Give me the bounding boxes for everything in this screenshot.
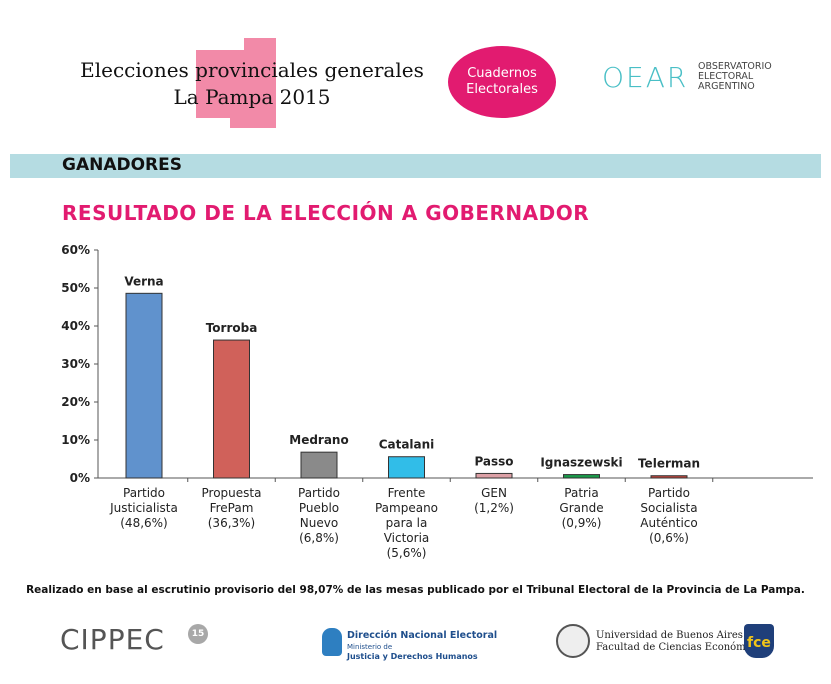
data-label: Torroba (206, 321, 258, 335)
footnote: Realizado en base al escrutinio provisor… (26, 584, 805, 596)
category-label: (0,9%) (562, 516, 602, 530)
fce-shield-icon: fce (744, 624, 774, 658)
la-pampa-map-shape (196, 38, 276, 128)
category-label: Partido (298, 486, 340, 500)
section-label: GANADORES (62, 155, 183, 175)
category-label: Pueblo (299, 501, 339, 515)
oear-text-line3: ARGENTINO (698, 81, 755, 92)
bar-catalani (388, 456, 425, 479)
data-label: Telerman (638, 457, 700, 471)
cuadernos-electorales-badge: Cuadernos Electorales (448, 46, 556, 118)
y-tick-label: 30% (61, 357, 90, 371)
oear-logo-text: OBSERVATORIO ELECTORAL ARGENTINO (698, 62, 772, 92)
data-label: Medrano (289, 433, 348, 447)
y-tick-label: 40% (61, 319, 90, 333)
category-label: Patria (564, 486, 598, 500)
category-label: (48,6%) (120, 516, 167, 530)
bar-verna (125, 292, 163, 479)
y-tick-label: 20% (61, 395, 90, 409)
uba-logo-line1: Universidad de Buenos Aires (596, 630, 743, 641)
category-label: Victoria (384, 531, 430, 545)
bar-telerman (650, 475, 688, 479)
category-label: Frente (388, 486, 426, 500)
category-label: Propuesta (202, 486, 262, 500)
category-label: (36,3%) (208, 516, 255, 530)
y-tick-label: 0% (70, 471, 90, 485)
data-label: Verna (124, 274, 163, 288)
dine-logo-line3: Justicia y Derechos Humanos (347, 652, 478, 661)
y-tick-label: 10% (61, 433, 90, 447)
dine-logo-line2: Ministerio de (347, 643, 393, 651)
bar-ignaszewski (563, 474, 600, 479)
cippec-anniversary-badge: 15 (188, 624, 208, 644)
uba-logo-line2: Facultad de Ciencias Económicas (596, 642, 766, 653)
cippec-logo: CIPPEC (60, 623, 165, 656)
category-label: (5,6%) (387, 546, 427, 560)
chart-title: RESULTADO DE LA ELECCIÓN A GOBERNADOR (62, 201, 590, 225)
data-label: Ignaszewski (540, 456, 622, 470)
category-label: (0,6%) (649, 531, 689, 545)
data-label: Passo (474, 454, 513, 468)
oear-logo: OEAR (602, 61, 689, 94)
badge-line2: Electorales (466, 82, 538, 97)
category-label: Grande (559, 501, 603, 515)
bar-torroba (213, 339, 250, 479)
category-label: Pampeano (375, 501, 438, 515)
argentina-shield-icon (322, 628, 342, 656)
category-label: Nuevo (300, 516, 338, 530)
category-label: para la (386, 516, 428, 530)
y-tick-label: 50% (61, 281, 90, 295)
bar-chart: 0%10%20%30%40%50%60%VernaPartidoJusticia… (61, 243, 813, 560)
uba-seal-icon (556, 624, 590, 658)
data-label: Catalani (379, 438, 435, 452)
page-title-line1: Elecciones provinciales generales (80, 58, 424, 82)
badge-line1: Cuadernos (467, 66, 537, 81)
category-label: Partido (648, 486, 690, 500)
page-title-line2: La Pampa 2015 (173, 85, 331, 109)
category-label: Auténtico (640, 516, 698, 530)
section-band (10, 154, 821, 178)
category-label: (1,2%) (474, 501, 514, 515)
header: Elecciones provinciales generales La Pam… (0, 0, 831, 150)
category-label: (6,8%) (299, 531, 339, 545)
category-label: GEN (481, 486, 507, 500)
y-tick-label: 60% (61, 243, 90, 257)
category-label: Partido (123, 486, 165, 500)
bar-passo (475, 472, 513, 479)
bar-medrano (300, 451, 338, 479)
category-label: FrePam (210, 501, 254, 515)
oear-text-line2: ELECTORAL (698, 71, 754, 82)
oear-text-line1: OBSERVATORIO (698, 61, 772, 72)
category-label: Justicialista (109, 501, 178, 515)
category-label: Socialista (640, 501, 697, 515)
dine-logo-line1: Dirección Nacional Electoral (347, 630, 498, 641)
